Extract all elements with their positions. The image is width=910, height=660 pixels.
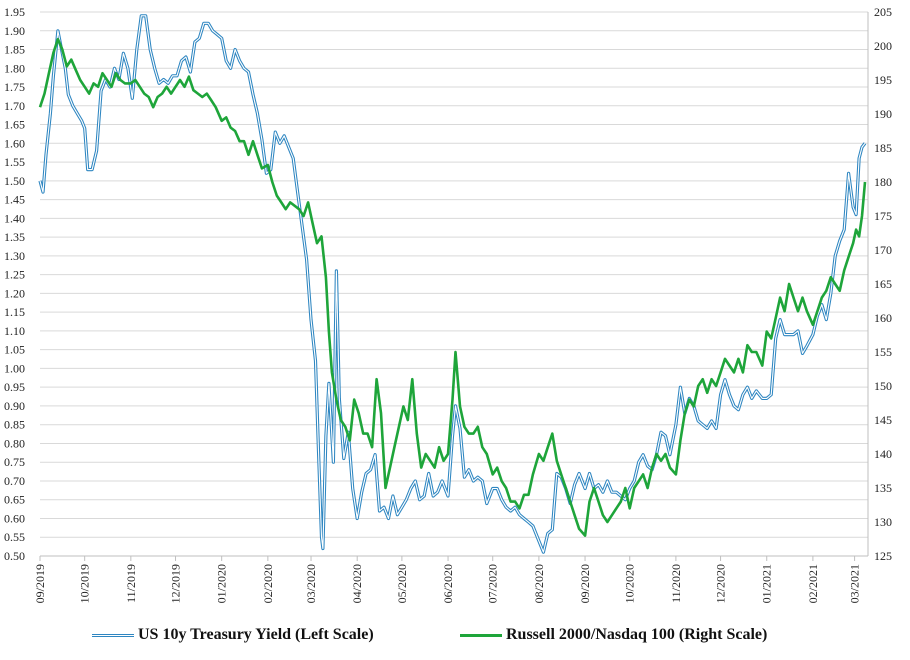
right-tick-label: 200: [874, 39, 892, 53]
left-tick-label: 0.70: [4, 474, 25, 488]
x-tick-label: 03/2021: [848, 564, 862, 603]
gridlines: [40, 11, 869, 557]
x-tick-label: 12/2019: [169, 564, 183, 603]
series-treasury-yield: [38, 14, 867, 554]
series-line: [38, 37, 867, 537]
x-tick-label: 10/2019: [78, 564, 92, 603]
legend-label-russell: Russell 2000/Nasdaq 100 (Right Scale): [506, 626, 768, 643]
x-tick-label: 08/2020: [532, 564, 546, 603]
right-tick-label: 195: [874, 73, 892, 87]
left-tick-label: 0.75: [4, 455, 25, 469]
x-tick-label: 02/2020: [261, 564, 275, 603]
legend-swatch-russell: [460, 633, 502, 637]
x-tick-label: 10/2020: [623, 564, 637, 603]
left-tick-label: 1.70: [4, 99, 25, 113]
right-tick-label: 135: [874, 481, 892, 495]
x-tick-label: 05/2020: [395, 564, 409, 603]
left-tick-label: 1.10: [4, 324, 25, 338]
left-tick-label: 0.90: [4, 399, 25, 413]
legend-swatch-treasury: [92, 633, 134, 637]
legend-item-russell: Russell 2000/Nasdaq 100 (Right Scale): [460, 626, 767, 644]
x-axis-ticks: 09/2019 10/2019 11/2019 12/2019 01/2020 02/20…: [33, 556, 862, 603]
chart-legend: US 10y Treasury Yield (Left Scale) Russe…: [0, 626, 910, 654]
left-tick-label: 0.50: [4, 549, 25, 563]
x-tick-label: 06/2020: [441, 564, 455, 603]
x-tick-label: 01/2021: [760, 564, 774, 603]
left-tick-label: 0.55: [4, 530, 25, 544]
left-tick-label: 1.05: [4, 343, 25, 357]
left-tick-label: 0.65: [4, 493, 25, 507]
left-axis-ticks: 0.50 0.55 0.60 0.65 0.70 0.75 0.80 0.85 0.90 0.95…: [4, 5, 25, 563]
left-tick-label: 1.15: [4, 305, 25, 319]
left-tick-label: 1.00: [4, 361, 25, 375]
left-tick-label: 1.50: [4, 174, 25, 188]
right-tick-label: 140: [874, 447, 892, 461]
left-tick-label: 1.25: [4, 268, 25, 282]
series-line-inner: [39, 15, 866, 553]
left-tick-label: 1.65: [4, 118, 25, 132]
right-tick-label: 205: [874, 5, 892, 19]
x-tick-label: 07/2020: [486, 564, 500, 603]
right-tick-label: 160: [874, 311, 892, 325]
right-tick-label: 145: [874, 413, 892, 427]
left-tick-label: 1.30: [4, 249, 25, 263]
x-tick-label: 04/2020: [350, 564, 364, 603]
left-tick-label: 0.60: [4, 511, 25, 525]
right-axis-ticks: 125 130 135 140 145 150 155 160 165 170 175 180 185 1…: [874, 5, 892, 563]
right-tick-label: 175: [874, 209, 892, 223]
right-tick-label: 190: [874, 107, 892, 121]
right-tick-label: 155: [874, 345, 892, 359]
x-tick-label: 02/2021: [806, 564, 820, 603]
x-tick-label: 12/2020: [714, 564, 728, 603]
right-tick-label: 130: [874, 515, 892, 529]
left-tick-label: 1.60: [4, 136, 25, 150]
left-tick-label: 1.80: [4, 61, 25, 75]
left-tick-label: 1.75: [4, 80, 25, 94]
series-lines: [38, 14, 867, 554]
x-tick-label: 01/2020: [215, 564, 229, 603]
x-tick-label: 03/2020: [304, 564, 318, 603]
left-tick-label: 0.95: [4, 380, 25, 394]
left-tick-label: 0.85: [4, 418, 25, 432]
right-tick-label: 180: [874, 175, 892, 189]
left-tick-label: 1.40: [4, 211, 25, 225]
right-tick-label: 165: [874, 277, 892, 291]
series-russell-nasdaq-ratio: [38, 37, 867, 537]
left-tick-label: 1.85: [4, 43, 25, 57]
left-tick-label: 1.90: [4, 24, 25, 38]
line-chart: 0.50 0.55 0.60 0.65 0.70 0.75 0.80 0.85 0.90 0.95…: [4, 5, 892, 603]
right-tick-label: 150: [874, 379, 892, 393]
right-tick-label: 185: [874, 141, 892, 155]
x-tick-label: 11/2020: [669, 564, 683, 603]
x-tick-label: 09/2020: [578, 564, 592, 603]
right-tick-label: 125: [874, 549, 892, 563]
x-tick-label: 11/2019: [124, 564, 138, 603]
right-tick-label: 170: [874, 243, 892, 257]
left-tick-label: 1.95: [4, 5, 25, 19]
x-tick-label: 09/2019: [33, 564, 47, 603]
left-tick-label: 1.35: [4, 230, 25, 244]
legend-label-treasury: US 10y Treasury Yield (Left Scale): [138, 626, 374, 643]
legend-item-treasury: US 10y Treasury Yield (Left Scale): [92, 626, 374, 644]
left-tick-label: 1.45: [4, 193, 25, 207]
left-tick-label: 1.55: [4, 155, 25, 169]
left-tick-label: 1.20: [4, 286, 25, 300]
left-tick-label: 0.80: [4, 436, 25, 450]
series-line-outer: [38, 14, 867, 554]
